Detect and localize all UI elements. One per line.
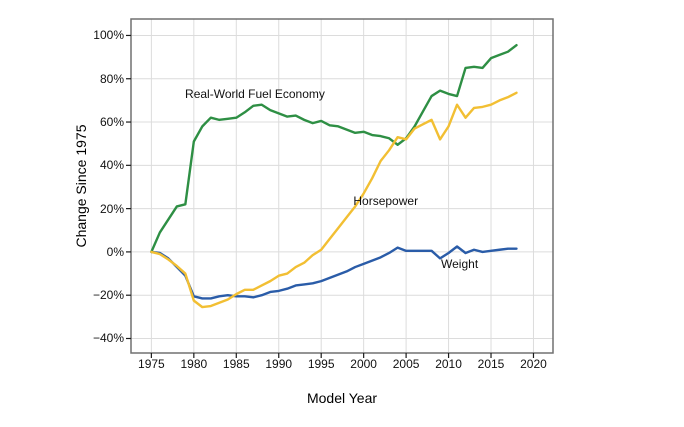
series-line-horsepower [150, 91, 518, 309]
y-tick-label: 80% [99, 71, 124, 86]
x-tick-label: 2000 [350, 357, 377, 371]
y-tick-label: 60% [99, 115, 124, 130]
series-label-fuel-economy: Real-World Fuel Economy [185, 86, 325, 101]
x-tick-label: 2015 [477, 357, 505, 371]
series-line-real-world-fuel-economy [150, 43, 518, 254]
plot-border [130, 18, 554, 354]
x-tick-label: 1990 [265, 357, 293, 371]
y-tick-label: −20% [92, 288, 124, 303]
y-tick-label: −40% [92, 331, 124, 346]
series-line-weight [150, 245, 518, 300]
y-tick-label: 0% [106, 244, 124, 259]
x-tick-label: 2020 [520, 357, 547, 371]
x-tick-label: 1985 [222, 357, 250, 371]
x-tick-label: 1980 [180, 357, 208, 371]
x-tick-label: 1975 [138, 357, 165, 371]
series-label-weight: Weight [441, 257, 479, 272]
y-tick-label: 100% [93, 28, 124, 43]
x-tick-label: 2010 [435, 357, 462, 371]
x-tick-label: 1995 [307, 357, 335, 371]
y-tick-label: 20% [99, 201, 124, 216]
y-axis-title: Change Since 1975 [73, 124, 89, 248]
x-axis-title: Model Year [306, 390, 378, 406]
series-label-horsepower: Horsepower [353, 194, 419, 209]
y-tick-label: 40% [99, 158, 124, 173]
x-tick-label: 2005 [392, 357, 420, 371]
